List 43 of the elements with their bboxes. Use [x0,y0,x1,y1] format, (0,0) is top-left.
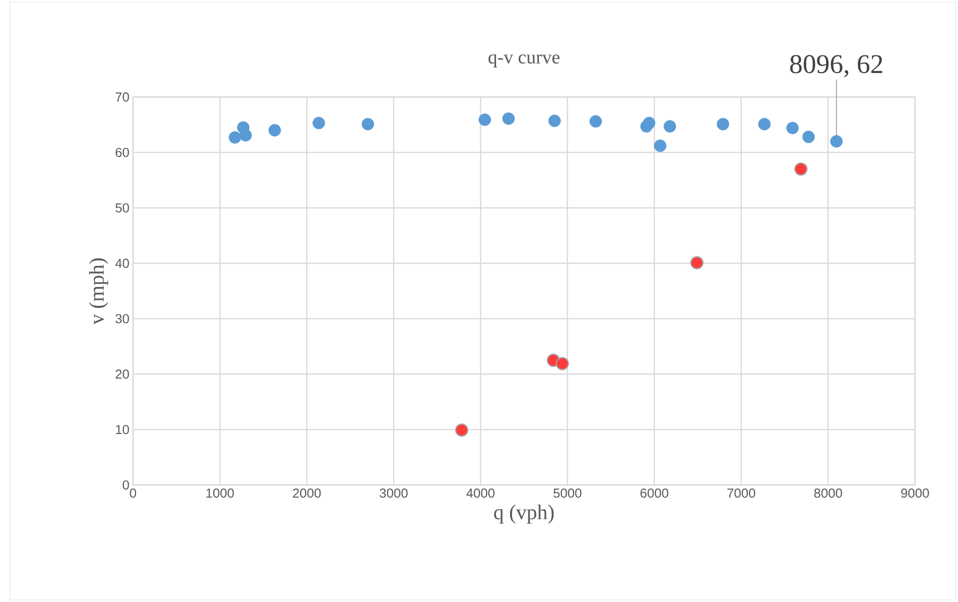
point [268,124,281,136]
point [548,114,561,128]
y-tick-label: 50 [116,203,129,212]
point [589,115,602,128]
y-tick-label: 20 [116,370,129,379]
y-tick-label: 10 [116,424,129,434]
point [642,116,656,130]
x-tick-label: 8000 [814,488,842,498]
y-tick-label: 60 [116,148,129,158]
y-axis-title: v (mph) [89,258,108,325]
point [455,424,468,437]
point [502,112,515,125]
x-tick-label: 6000 [640,488,668,498]
y-tick-label: 30 [116,314,129,324]
x-tick-label: 3000 [380,488,408,498]
x-tick-label: 9000 [901,488,929,498]
point [239,129,252,142]
x-tick-label: 7000 [727,488,756,498]
x-tick-label: 4000 [466,488,495,498]
y-tick-label: 0 [122,480,129,490]
point [786,122,799,134]
point [830,135,843,148]
point [228,131,242,144]
x-axis-title: q (vph) [494,504,554,524]
x-tick-label: 0 [130,488,136,498]
point [716,118,730,130]
point [794,162,808,176]
annotation: 8096, 62 [790,55,882,78]
y-tick-label: 40 [115,258,129,268]
point [758,118,771,130]
point [664,120,676,133]
point [478,114,492,126]
x-tick-label: 5000 [554,488,582,498]
x-tick-label: 1000 [206,488,234,498]
point [362,118,374,130]
point [556,357,569,370]
y-tick-label: 70 [116,92,129,102]
point [312,116,325,130]
point [690,256,704,270]
point [802,130,815,144]
chart-title: q-v curve [488,54,560,68]
point [654,140,666,152]
x-tick-label: 2000 [292,488,321,498]
